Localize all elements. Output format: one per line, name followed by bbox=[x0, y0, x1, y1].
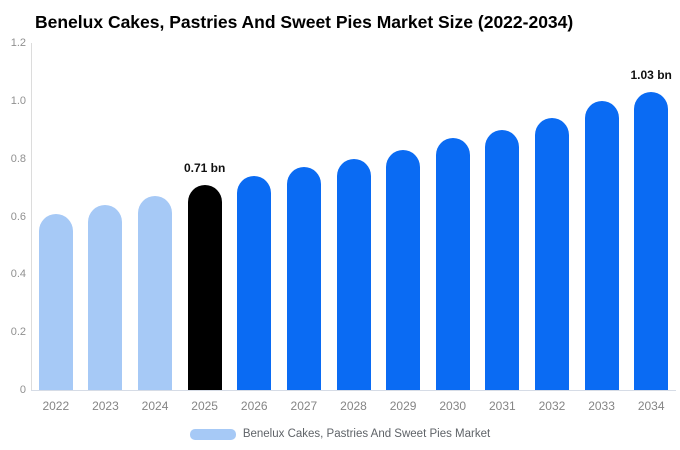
bar-2029[interactable] bbox=[386, 150, 421, 390]
x-axis-label-2029: 2029 bbox=[389, 399, 417, 413]
y-axis-tick-1.0: 1.0 bbox=[10, 94, 26, 107]
bar-2026[interactable] bbox=[237, 176, 272, 390]
bar-2024[interactable] bbox=[138, 196, 173, 390]
legend-label: Benelux Cakes, Pastries And Sweet Pies M… bbox=[242, 428, 491, 440]
bar-2033[interactable] bbox=[584, 100, 619, 390]
bar-2027[interactable] bbox=[286, 167, 321, 390]
x-axis-label-2023: 2023 bbox=[92, 399, 119, 413]
bar-2028[interactable] bbox=[336, 158, 371, 390]
y-axis-tick-1.2: 1.2 bbox=[10, 37, 26, 49]
x-axis-label-2033: 2033 bbox=[588, 399, 615, 413]
y-axis-tick-0.4: 0.4 bbox=[10, 268, 26, 281]
bar-2034[interactable] bbox=[634, 92, 669, 390]
x-axis-label-2024: 2024 bbox=[141, 399, 169, 413]
legend-swatch bbox=[189, 428, 236, 440]
x-axis-label-2026: 2026 bbox=[240, 399, 268, 413]
bar-2030[interactable] bbox=[435, 138, 470, 390]
x-axis-label-2032: 2032 bbox=[538, 399, 566, 413]
bar-2023[interactable] bbox=[88, 204, 123, 390]
value-label-2034: 1.03 bn bbox=[630, 68, 672, 83]
x-axis-label-2028: 2028 bbox=[340, 399, 367, 413]
value-label-2025: 0.71 bn bbox=[183, 160, 226, 175]
x-axis-label-2027: 2027 bbox=[290, 399, 318, 413]
bar-2022[interactable] bbox=[38, 213, 73, 390]
bar-2032[interactable] bbox=[534, 118, 569, 390]
bar-2025[interactable] bbox=[187, 184, 222, 390]
x-axis-label-2025: 2025 bbox=[191, 399, 218, 413]
x-axis-label-2034: 2034 bbox=[637, 399, 665, 413]
chart-title: Benelux Cakes, Pastries And Sweet Pies M… bbox=[35, 12, 574, 32]
bar-2031[interactable] bbox=[485, 129, 520, 390]
legend: Benelux Cakes, Pastries And Sweet Pies M… bbox=[0, 426, 680, 442]
y-axis-tick-0.6: 0.6 bbox=[10, 210, 26, 223]
x-axis-line bbox=[31, 390, 676, 391]
plot-area bbox=[31, 43, 676, 391]
y-axis-line bbox=[31, 43, 32, 390]
y-axis-tick-0.8: 0.8 bbox=[10, 152, 26, 165]
x-axis-label-2022: 2022 bbox=[42, 399, 70, 413]
legend-item[interactable]: Benelux Cakes, Pastries And Sweet Pies M… bbox=[189, 428, 491, 440]
y-axis-tick-0.2: 0.2 bbox=[10, 326, 26, 339]
x-axis-label-2031: 2031 bbox=[488, 399, 516, 413]
x-axis-label-2030: 2030 bbox=[439, 399, 467, 413]
y-axis-tick-0: 0 bbox=[19, 384, 26, 396]
